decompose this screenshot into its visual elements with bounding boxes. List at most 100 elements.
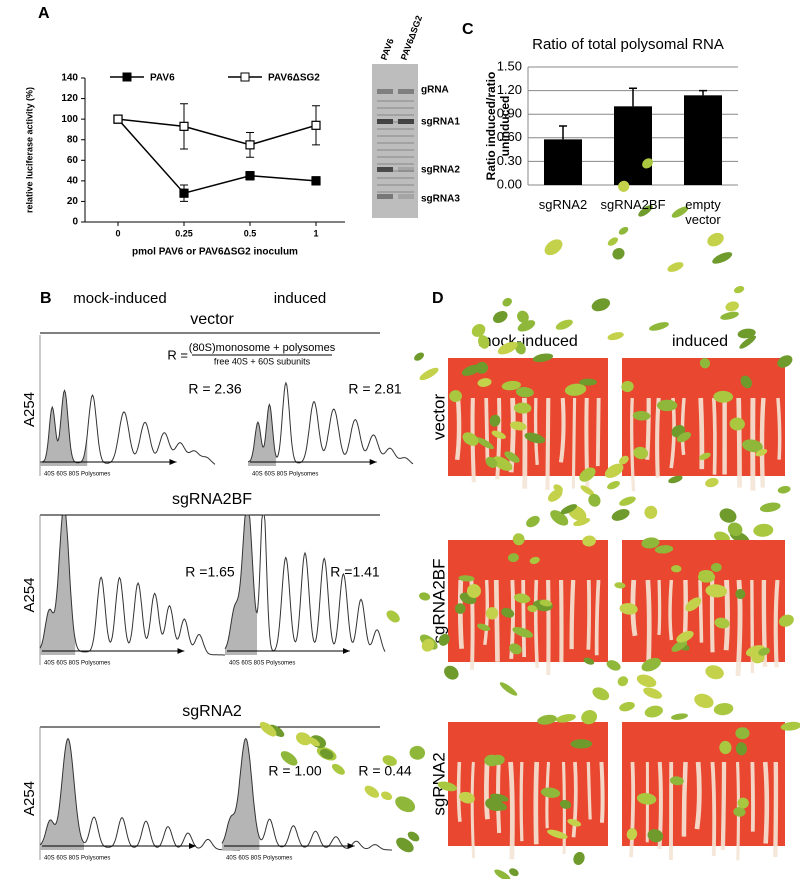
root [586, 579, 592, 650]
root [712, 397, 717, 475]
x-tick-label: empty vector [685, 197, 721, 227]
gel-band [377, 128, 414, 130]
leaf [559, 799, 572, 809]
leaf [449, 390, 462, 403]
leaf [489, 414, 501, 427]
plant-photo [544, 158, 785, 638]
leaf [739, 335, 757, 349]
root [470, 761, 476, 859]
leaf [643, 687, 663, 699]
leaf [611, 509, 630, 521]
leaf [740, 375, 752, 389]
leaf [733, 807, 746, 817]
leaf [707, 232, 724, 247]
leaf [513, 593, 531, 604]
absorbance-trace [39, 514, 225, 656]
leaf [555, 319, 573, 330]
fraction-axis-label: 40S 60S 80S Polysomes [252, 472, 318, 478]
leaf [517, 320, 536, 332]
leaf [540, 787, 561, 798]
leaf [512, 626, 534, 638]
leaf [580, 485, 595, 496]
leaf [725, 301, 739, 312]
leaf [437, 781, 457, 792]
plant-photo [414, 297, 608, 526]
leaf [492, 456, 513, 471]
leaf [382, 755, 397, 767]
legend-marker [122, 72, 132, 82]
bar [684, 95, 722, 185]
leaf [564, 383, 587, 396]
series-line [117, 118, 317, 146]
root [521, 579, 527, 658]
lane-label: PAV6 [379, 37, 396, 61]
leaf [667, 262, 684, 272]
panel-letter: B [40, 290, 52, 307]
leaf [705, 584, 728, 598]
band-label: sgRNA1 [421, 117, 460, 128]
plant-photo [259, 588, 746, 860]
gel-band [377, 107, 414, 109]
data-point [311, 120, 321, 130]
root [655, 397, 661, 478]
data-point [179, 188, 189, 198]
condition-label: induced [672, 333, 728, 350]
root [595, 397, 601, 467]
gel-band [377, 89, 393, 94]
subunit-shading [222, 738, 260, 850]
gel-band [377, 170, 414, 172]
leaf [710, 562, 722, 572]
leaf [641, 537, 660, 549]
leaf [619, 603, 638, 615]
root [484, 397, 490, 462]
condition-label: mock-induced [478, 333, 578, 350]
leaf [514, 341, 526, 355]
y-axis-label: A254 [21, 392, 38, 427]
root [698, 579, 704, 643]
y-tick-label: 140 [61, 73, 78, 84]
y-tick-label: 0.60 [497, 129, 522, 144]
x-axis-label: pmol PAV6 or PAV6ΔSG2 inoculum [132, 247, 298, 258]
leaf [777, 355, 793, 368]
gel-band [377, 114, 414, 116]
leaf [386, 610, 400, 623]
gel-band [377, 100, 414, 102]
absorbance-trace [40, 389, 216, 465]
leaf [459, 791, 475, 804]
data-point [113, 114, 123, 124]
leaf [419, 592, 431, 601]
root [484, 761, 490, 820]
subunit-shading [225, 515, 257, 655]
y-axis-label: A254 [21, 577, 38, 612]
absorbance-trace [247, 381, 414, 465]
root [720, 761, 727, 851]
leaf [676, 432, 692, 443]
condition-label: mock-induced [73, 290, 166, 307]
leaf [512, 533, 525, 546]
root [723, 579, 730, 651]
gel-band [398, 194, 414, 199]
photo-background [622, 540, 785, 662]
root [508, 761, 515, 860]
leaf [537, 714, 557, 725]
plant-photo [386, 455, 636, 680]
leaf [592, 687, 610, 701]
leaf [758, 647, 770, 656]
x-tick-label: sgRNA2 [538, 197, 588, 212]
leaf [713, 390, 734, 403]
root [762, 761, 770, 844]
leaf [407, 831, 420, 842]
x-tick-label: 0.5 [244, 228, 257, 238]
leaf [560, 504, 578, 515]
leaf [619, 496, 636, 506]
leaf [614, 582, 626, 589]
leaf [737, 328, 756, 339]
leaf [729, 417, 745, 431]
leaf [588, 493, 601, 507]
root [629, 761, 636, 858]
leaf [471, 323, 486, 337]
leaf [454, 603, 466, 614]
leaf [319, 749, 334, 760]
leaf [618, 226, 629, 235]
x-tick-label: 0.25 [175, 228, 193, 238]
